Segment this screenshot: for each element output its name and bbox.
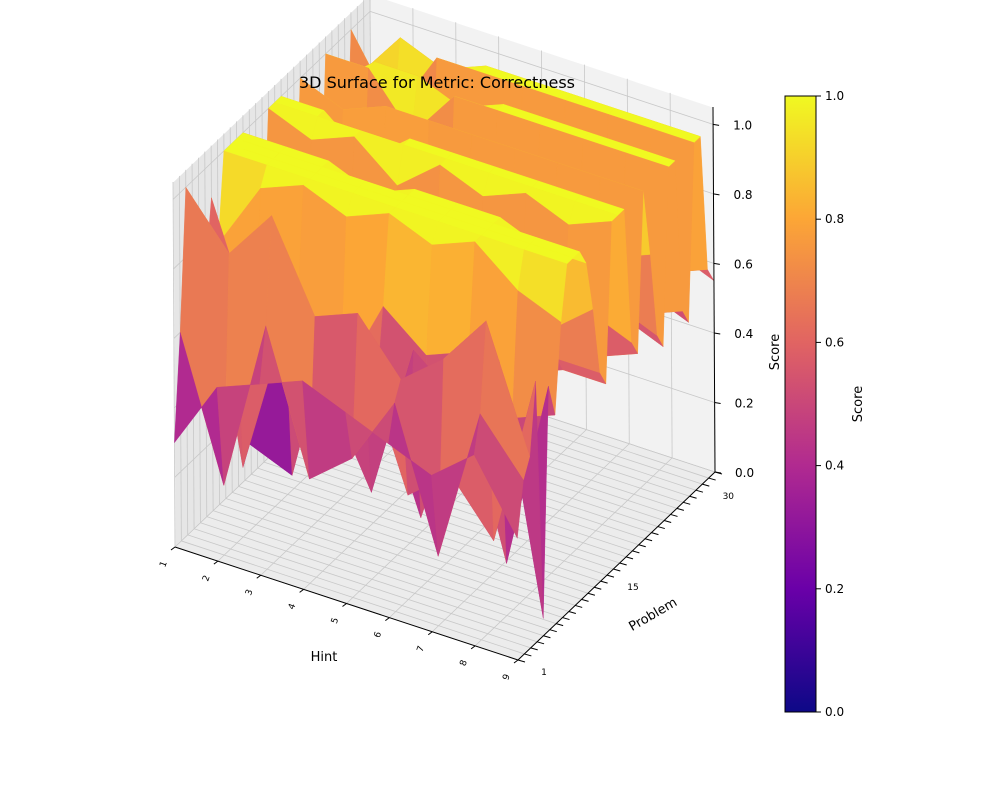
y-tick — [594, 586, 602, 590]
y-tick — [638, 544, 646, 548]
y-tick — [562, 617, 570, 621]
y-tick — [670, 513, 678, 517]
y-tick — [689, 495, 697, 499]
y-tick-label: 15 — [627, 583, 638, 593]
x-tick-label: 7 — [416, 645, 427, 654]
y-tick — [606, 574, 615, 578]
y-tick — [683, 501, 691, 505]
y-tick — [530, 647, 538, 651]
colorbar-tick-label: 0.0 — [825, 705, 844, 719]
x-axis-label: Hint — [311, 650, 338, 665]
z-tick-label: 0.6 — [734, 257, 753, 271]
grid-line-floor-y — [238, 485, 582, 600]
x-tick — [342, 603, 347, 607]
x-tick-label: 2 — [201, 574, 212, 583]
z-tick — [713, 262, 720, 265]
x-tick-label: 8 — [459, 659, 470, 668]
grid-line-floor-y — [187, 534, 531, 649]
y-tick — [587, 592, 596, 596]
y-tick — [543, 635, 551, 639]
y-tick — [536, 641, 545, 645]
y-tick — [676, 507, 685, 511]
z-tick-label: 0.8 — [733, 188, 752, 202]
y-axis-line — [517, 471, 716, 661]
x-tick — [385, 617, 390, 622]
colorbar-tick-label: 1.0 — [825, 89, 844, 103]
grid-line-floor-y — [200, 522, 544, 637]
z-tick — [714, 401, 721, 404]
grid-line-floor-y — [213, 510, 557, 624]
x-tick-label: 5 — [330, 616, 341, 625]
y-tick — [644, 538, 653, 542]
y-tick — [600, 580, 608, 584]
x-tick — [299, 588, 304, 593]
grid-line-floor-y — [244, 479, 589, 594]
x-tick — [513, 659, 519, 664]
z-tick-label: 1.0 — [733, 118, 752, 132]
y-tick — [695, 489, 704, 493]
z-tick-label: 0.2 — [735, 396, 754, 410]
x-tick-label: 3 — [244, 588, 255, 597]
grid-line-floor-y — [225, 498, 569, 612]
colorbar: 0.0 0.2 0.4 0.6 0.8 1.0 — [784, 89, 844, 719]
colorbar-tick-label: 0.8 — [825, 212, 844, 226]
x-tick — [470, 645, 476, 650]
surface-face — [473, 413, 524, 539]
axes: 1 2 3 4 5 6 7 8 9 1 15 30 0.0 0.2 0.4 0.6 0.8 1.0 — [158, 106, 754, 682]
y-tick — [651, 532, 659, 536]
x-tick — [170, 546, 176, 551]
z-axis-line — [712, 106, 716, 473]
grid-line-left-y — [172, 181, 176, 548]
x-tick — [427, 631, 433, 636]
y-axis-label: Problem — [626, 595, 680, 635]
y-tick — [517, 659, 526, 663]
y-tick — [555, 623, 564, 627]
z-tick — [713, 123, 720, 126]
y-tick — [702, 483, 710, 487]
grid-line-floor-y — [181, 540, 525, 655]
y-tick — [613, 568, 621, 572]
grid-line-floor-y — [232, 492, 576, 606]
colorbar-tick-label: 0.6 — [825, 335, 844, 349]
y-tick — [632, 550, 640, 554]
chart-title: 3D Surface for Metric: Correctness — [299, 73, 575, 92]
y-tick-label: 1 — [541, 668, 547, 678]
surface — [174, 28, 715, 619]
grid-line-floor-x — [474, 457, 673, 647]
y-tick — [524, 653, 532, 657]
y-tick — [708, 477, 716, 481]
y-tick — [619, 562, 627, 566]
z-axis-label: Score — [768, 334, 783, 370]
z-tick-label: 0.4 — [734, 327, 753, 341]
x-tick-label: 9 — [501, 673, 512, 682]
z-tick — [713, 193, 720, 196]
z-tick-label: 0.0 — [735, 466, 754, 480]
y-tick — [549, 629, 557, 633]
x-tick — [256, 574, 262, 579]
y-tick — [581, 598, 589, 602]
colorbar-tick-label: 0.2 — [825, 582, 844, 596]
colorbar-label: Score — [851, 386, 866, 422]
y-tick — [625, 556, 634, 560]
y-tick — [568, 611, 576, 614]
colorbar-bar — [784, 95, 817, 713]
colorbar-tick-label: 0.4 — [825, 459, 844, 473]
y-tick — [575, 604, 583, 608]
grid-line-floor-y — [206, 516, 550, 631]
x-tick-label: 4 — [287, 602, 298, 611]
grid-line-floor-y — [193, 528, 538, 643]
x-tick-label: 6 — [373, 630, 384, 639]
y-tick — [657, 526, 665, 530]
x-tick-label: 1 — [158, 560, 169, 569]
grid-line-floor-y — [219, 504, 563, 618]
y-tick — [664, 520, 672, 523]
z-tick — [714, 471, 722, 474]
grid-line-back-z — [369, 11, 714, 125]
x-tick — [213, 560, 219, 565]
y-tick-label: 30 — [723, 492, 735, 502]
z-tick — [714, 332, 721, 335]
